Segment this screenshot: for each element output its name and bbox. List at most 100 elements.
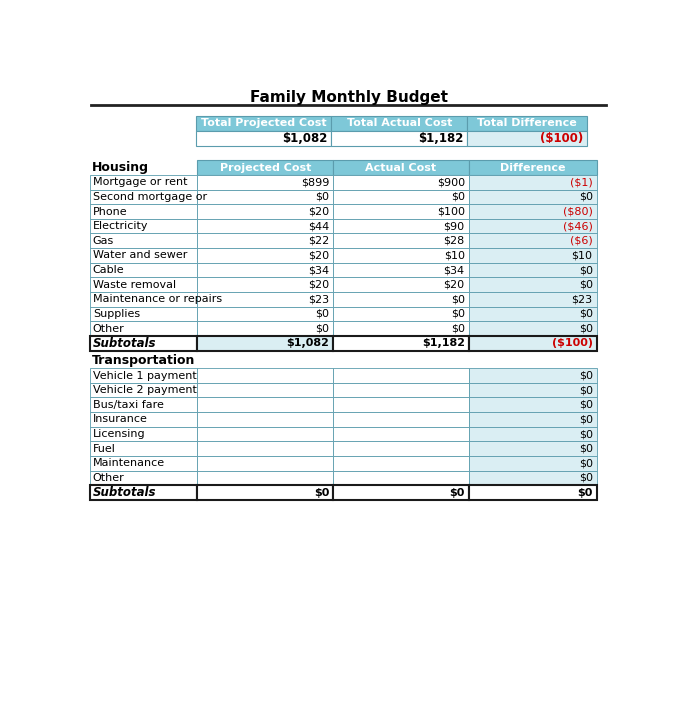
Bar [469, 485, 596, 500]
Bar [469, 233, 596, 248]
Bar [197, 219, 333, 233]
Bar [90, 336, 197, 351]
Text: Maintenance: Maintenance [92, 459, 165, 468]
Bar [333, 248, 469, 263]
Bar [90, 485, 197, 500]
Text: $10: $10 [444, 251, 464, 261]
Text: $0: $0 [451, 323, 464, 333]
Bar [333, 219, 469, 233]
Text: Second mortgage or: Second mortgage or [92, 192, 207, 202]
Bar [469, 336, 596, 351]
Text: $0: $0 [579, 371, 593, 381]
Text: Cable: Cable [92, 265, 124, 275]
Bar [90, 292, 197, 307]
Text: $1,082: $1,082 [282, 132, 328, 145]
Text: Subtotals: Subtotals [92, 486, 156, 499]
Bar [197, 368, 333, 383]
Bar [469, 397, 596, 412]
Text: Projected Cost: Projected Cost [220, 163, 311, 173]
Bar [90, 307, 197, 321]
Bar [469, 441, 596, 456]
Bar [197, 175, 333, 189]
Text: $0: $0 [579, 415, 593, 424]
Text: $100: $100 [437, 207, 464, 217]
Bar [333, 427, 469, 441]
Text: $0: $0 [579, 429, 593, 439]
Bar [90, 456, 197, 471]
Text: Other: Other [92, 323, 124, 333]
Bar [333, 383, 469, 397]
Text: Total Projected Cost: Total Projected Cost [201, 118, 326, 128]
Text: Bus/taxi fare: Bus/taxi fare [92, 400, 164, 410]
Bar [469, 204, 596, 219]
Text: $0: $0 [577, 487, 593, 498]
Bar [90, 427, 197, 441]
Text: $1,082: $1,082 [286, 338, 329, 348]
Bar [197, 471, 333, 485]
Bar [90, 441, 197, 456]
Text: Waste removal: Waste removal [92, 279, 176, 289]
Text: Family Monthly Budget: Family Monthly Budget [250, 90, 447, 104]
Text: $20: $20 [443, 279, 464, 289]
Bar [197, 204, 333, 219]
Bar [90, 175, 197, 189]
Bar [90, 321, 197, 336]
Bar [90, 471, 197, 485]
Text: $1,182: $1,182 [422, 338, 464, 348]
Bar [196, 116, 331, 131]
Bar [197, 161, 333, 175]
Text: $1,182: $1,182 [418, 132, 463, 145]
Text: $34: $34 [308, 265, 329, 275]
Text: Total Difference: Total Difference [477, 118, 577, 128]
Text: Licensing: Licensing [92, 429, 146, 439]
Bar [333, 321, 469, 336]
Bar [333, 307, 469, 321]
Text: $90: $90 [443, 221, 464, 231]
Bar [469, 412, 596, 427]
Bar [90, 189, 197, 204]
Text: $0: $0 [579, 385, 593, 395]
Text: $28: $28 [443, 235, 464, 246]
Bar [469, 161, 596, 175]
Text: Vehicle 1 payment: Vehicle 1 payment [92, 371, 197, 381]
Text: $899: $899 [301, 177, 329, 187]
Text: Housing: Housing [92, 161, 149, 174]
Bar [333, 456, 469, 471]
Bar [197, 456, 333, 471]
Bar [333, 336, 469, 351]
Bar [333, 441, 469, 456]
Bar [333, 189, 469, 204]
Text: $0: $0 [579, 473, 593, 483]
Bar [333, 368, 469, 383]
Text: Phone: Phone [92, 207, 127, 217]
Text: $0: $0 [451, 294, 464, 305]
Text: $0: $0 [313, 487, 329, 498]
Bar [469, 471, 596, 485]
Bar [467, 131, 588, 146]
Bar [333, 233, 469, 248]
Text: $23: $23 [308, 294, 329, 305]
Text: $10: $10 [572, 251, 593, 261]
Bar [197, 321, 333, 336]
Bar [469, 368, 596, 383]
Bar [333, 485, 469, 500]
Bar [333, 175, 469, 189]
Text: ($80): ($80) [563, 207, 593, 217]
Bar [197, 307, 333, 321]
Bar [196, 131, 331, 146]
Text: Gas: Gas [92, 235, 114, 246]
Bar [197, 189, 333, 204]
Bar [333, 161, 469, 175]
Text: Total Actual Cost: Total Actual Cost [347, 118, 452, 128]
Bar [90, 204, 197, 219]
Bar [469, 219, 596, 233]
Text: $0: $0 [315, 192, 329, 202]
Bar [469, 277, 596, 292]
Text: $0: $0 [579, 323, 593, 333]
Text: ($46): ($46) [563, 221, 593, 231]
Text: ($100): ($100) [551, 338, 593, 348]
Bar [197, 383, 333, 397]
Text: $0: $0 [579, 309, 593, 319]
Bar [90, 397, 197, 412]
Text: Subtotals: Subtotals [92, 337, 156, 350]
